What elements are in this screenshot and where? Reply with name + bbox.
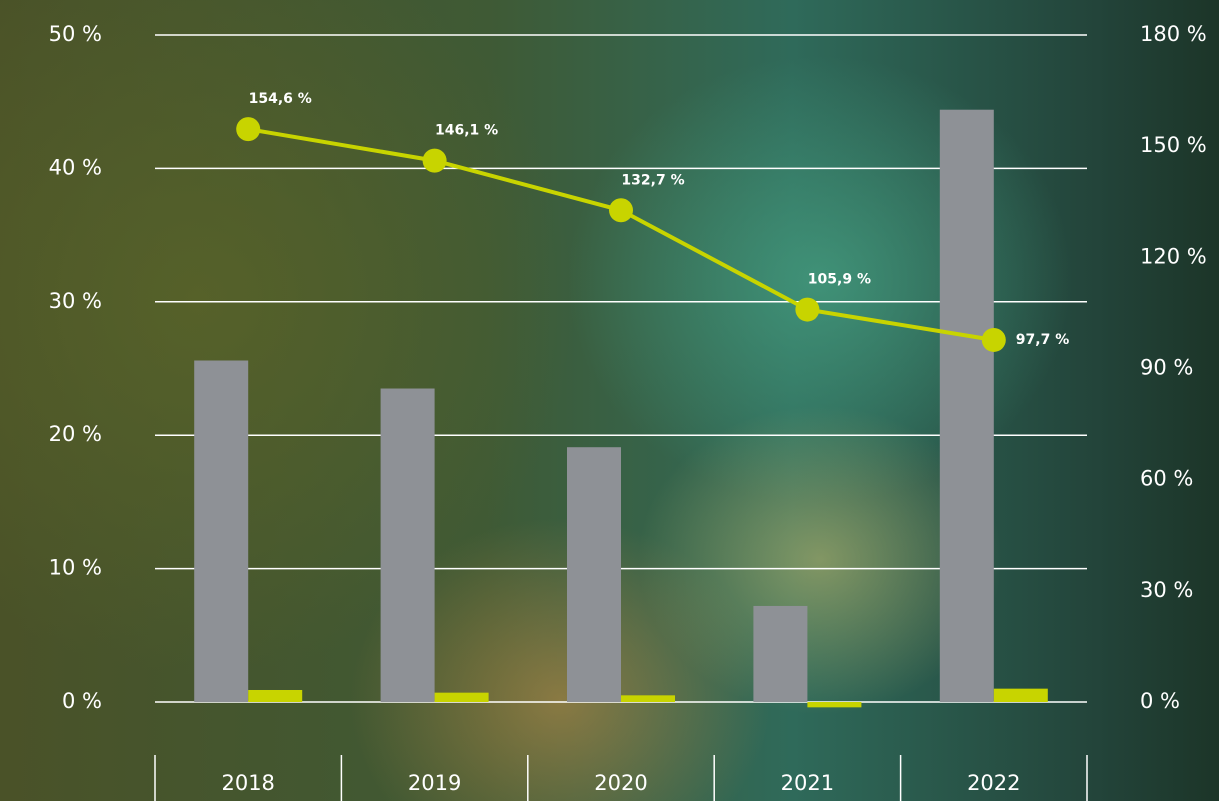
line-point: [795, 297, 820, 322]
value-label: 154,6 %: [249, 91, 312, 107]
y-tick-label: 20 %: [49, 422, 102, 446]
value-label: 146,1 %: [435, 123, 498, 139]
bar: [380, 388, 435, 702]
bar: [993, 688, 1048, 702]
line-point: [981, 327, 1006, 352]
y2-tick-label: 150 %: [1140, 133, 1207, 157]
y2-tick-label: 120 %: [1140, 244, 1207, 268]
x-tick-label: 2019: [408, 771, 461, 795]
bar: [194, 360, 249, 702]
x-tick-label: 2021: [781, 771, 834, 795]
x-tick-label: 2018: [221, 771, 274, 795]
y2-tick-label: 0 %: [1140, 689, 1180, 713]
y-tick-label: 40 %: [49, 155, 102, 179]
bar: [567, 447, 621, 702]
bar: [248, 689, 303, 702]
y2-tick-label: 180 %: [1140, 22, 1207, 46]
y-tick-label: 0 %: [62, 689, 102, 713]
line-point: [422, 148, 447, 173]
line-point: [236, 117, 261, 142]
line: [247, 127, 995, 342]
x-tick-label: 2020: [594, 771, 647, 795]
y-tick-label: 30 %: [49, 289, 102, 313]
x-tick-label: 2022: [967, 771, 1020, 795]
value-label: 105,9 %: [808, 272, 871, 288]
y-tick-label: 10 %: [49, 556, 102, 580]
y2-tick-label: 90 %: [1140, 356, 1193, 380]
bar: [807, 702, 862, 708]
line-point: [609, 198, 633, 223]
bar: [753, 605, 808, 702]
bar: [621, 695, 675, 702]
y2-tick-label: 30 %: [1140, 578, 1193, 602]
bar: [939, 109, 994, 703]
value-label: 132,7 %: [621, 172, 684, 188]
bar: [434, 692, 489, 702]
value-label: 97,7 %: [1016, 332, 1069, 348]
y2-tick-label: 60 %: [1140, 467, 1193, 491]
y-tick-label: 50 %: [49, 22, 102, 46]
